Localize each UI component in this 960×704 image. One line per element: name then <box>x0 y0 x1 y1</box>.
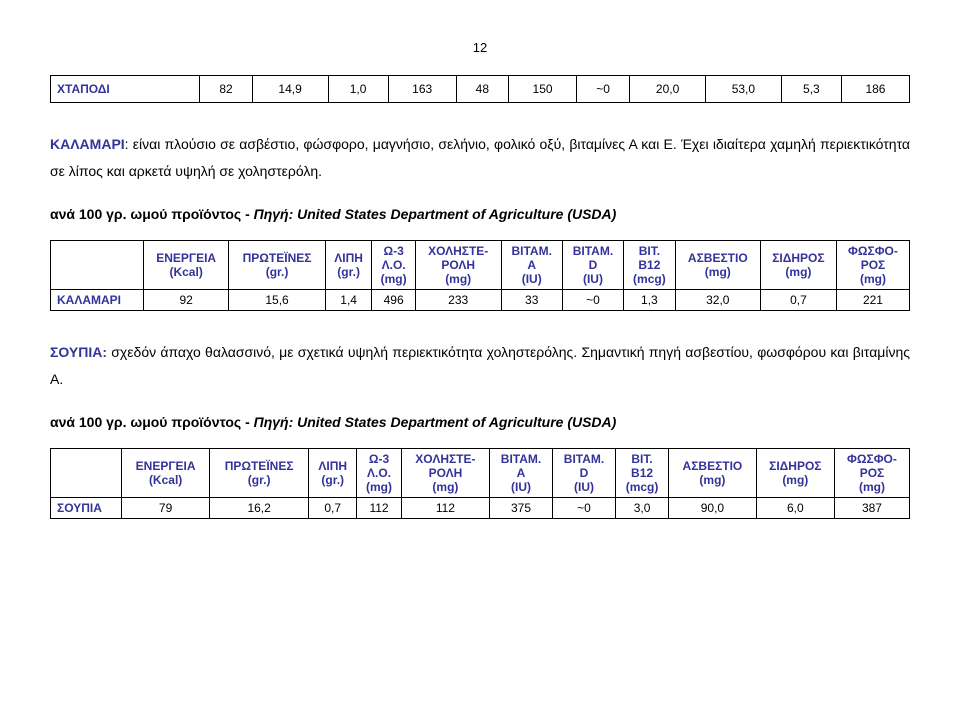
cell: 221 <box>836 290 909 311</box>
col-chol: ΧΟΛΗΣΤΕ-ΡΟΛΗ(mg) <box>415 241 501 290</box>
subhead-source: Πηγή: United States Department of Agricu… <box>254 414 617 430</box>
col-calcium: ΑΣΒΕΣΤΙΟ(mg) <box>675 241 760 290</box>
cell: 1,3 <box>624 290 676 311</box>
subhead-prefix: ανά 100 γρ. ωμού προϊόντος - <box>50 414 254 430</box>
subhead-source: Πηγή: United States Department of Agricu… <box>254 206 617 222</box>
col-calcium: ΑΣΒΕΣΤΙΟ(mg) <box>669 449 757 498</box>
para-text: σχεδόν άπαχο θαλασσινό, με σχετικά υψηλή… <box>50 344 910 387</box>
cell: ~0 <box>553 498 616 519</box>
cell: 90,0 <box>669 498 757 519</box>
table-header-row: ΕΝΕΡΓΕΙΑ(Kcal) ΠΡΩΤΕΪΝΕΣ(gr.) ΛΙΠΗ(gr.) … <box>51 449 910 498</box>
row-label: ΧΤΑΠΟΔΙ <box>51 76 200 103</box>
cell: 0,7 <box>309 498 357 519</box>
col-fat: ΛΙΠΗ(gr.) <box>325 241 372 290</box>
cell: 14,9 <box>252 76 328 103</box>
cell: 163 <box>388 76 456 103</box>
col-chol: ΧΟΛΗΣΤΕ-ΡΟΛΗ(mg) <box>401 449 489 498</box>
col-energy: ΕΝΕΡΓΕΙΑ(Kcal) <box>122 449 210 498</box>
table-row: ΚΑΛΑΜΑΡΙ 92 15,6 1,4 496 233 33 ~0 1,3 3… <box>51 290 910 311</box>
cell: 15,6 <box>229 290 325 311</box>
col-vitd: ΒΙΤΑΜ.D(IU) <box>553 449 616 498</box>
cell: 20,0 <box>630 76 706 103</box>
col-phos: ΦΩΣΦΟ-ΡΟΣ(mg) <box>836 241 909 290</box>
col-omega3: Ω-3Λ.Ο.(mg) <box>357 449 402 498</box>
cell: 33 <box>501 290 562 311</box>
col-b12: ΒΙΤ.Β12(mcg) <box>624 241 676 290</box>
cell: 5,3 <box>781 76 841 103</box>
cell: 186 <box>841 76 909 103</box>
cell: 53,0 <box>705 76 781 103</box>
cell: 1,4 <box>325 290 372 311</box>
cell: 387 <box>834 498 909 519</box>
col-iron: ΣΙΔΗΡΟΣ(mg) <box>756 449 834 498</box>
cell: ~0 <box>562 290 623 311</box>
subheading-source-2: ανά 100 γρ. ωμού προϊόντος - Πηγή: Unite… <box>50 414 910 430</box>
paragraph-soupia: ΣΟΥΠΙΑ: σχεδόν άπαχο θαλασσινό, με σχετι… <box>50 339 910 392</box>
subheading-source-1: ανά 100 γρ. ωμού προϊόντος - Πηγή: Unite… <box>50 206 910 222</box>
cell: 112 <box>357 498 402 519</box>
cell: 0,7 <box>760 290 836 311</box>
cell: 32,0 <box>675 290 760 311</box>
col-protein: ΠΡΩΤΕΪΝΕΣ(gr.) <box>210 449 309 498</box>
cell: 496 <box>372 290 415 311</box>
col-phos: ΦΩΣΦΟ-ΡΟΣ(mg) <box>834 449 909 498</box>
cell: 79 <box>122 498 210 519</box>
cell: 233 <box>415 290 501 311</box>
col-b12: ΒΙΤ.Β12(mcg) <box>616 449 669 498</box>
col-omega3: Ω-3Λ.Ο.(mg) <box>372 241 415 290</box>
para-lead: ΣΟΥΠΙΑ: <box>50 344 107 360</box>
paragraph-kalamari: ΚΑΛΑΜΑΡΙ: είναι πλούσιο σε ασβέστιο, φώσ… <box>50 131 910 184</box>
col-vitd: ΒΙΤΑΜ.D(IU) <box>562 241 623 290</box>
cell: 16,2 <box>210 498 309 519</box>
col-fat: ΛΙΠΗ(gr.) <box>309 449 357 498</box>
subhead-prefix: ανά 100 γρ. ωμού προϊόντος - <box>50 206 254 222</box>
table-header-row: ΕΝΕΡΓΕΙΑ(Kcal) ΠΡΩΤΕΪΝΕΣ(gr.) ΛΙΠΗ(gr.) … <box>51 241 910 290</box>
cell: 1,0 <box>328 76 388 103</box>
table-row: ΣΟΥΠΙΑ 79 16,2 0,7 112 112 375 ~0 3,0 90… <box>51 498 910 519</box>
cell: 375 <box>490 498 553 519</box>
cell: 6,0 <box>756 498 834 519</box>
table-kalamari: ΕΝΕΡΓΕΙΑ(Kcal) ΠΡΩΤΕΪΝΕΣ(gr.) ΛΙΠΗ(gr.) … <box>50 240 910 311</box>
col-protein: ΠΡΩΤΕΪΝΕΣ(gr.) <box>229 241 325 290</box>
table-row: ΧΤΑΠΟΔΙ 82 14,9 1,0 163 48 150 ~0 20,0 5… <box>51 76 910 103</box>
col-iron: ΣΙΔΗΡΟΣ(mg) <box>760 241 836 290</box>
row-label: ΣΟΥΠΙΑ <box>51 498 122 519</box>
col-blank <box>51 241 144 290</box>
cell: 3,0 <box>616 498 669 519</box>
row-label: ΚΑΛΑΜΑΡΙ <box>51 290 144 311</box>
cell: ~0 <box>577 76 630 103</box>
col-vita: ΒΙΤΑΜ.Α(IU) <box>490 449 553 498</box>
cell: 92 <box>143 290 228 311</box>
cell: 112 <box>401 498 489 519</box>
cell: 48 <box>456 76 508 103</box>
para-text: : είναι πλούσιο σε ασβέστιο, φώσφορο, μα… <box>50 136 910 179</box>
col-blank <box>51 449 122 498</box>
para-lead: ΚΑΛΑΜΑΡΙ <box>50 136 125 152</box>
table-xtapodi: ΧΤΑΠΟΔΙ 82 14,9 1,0 163 48 150 ~0 20,0 5… <box>50 75 910 103</box>
cell: 150 <box>509 76 577 103</box>
page-number: 12 <box>50 40 910 55</box>
col-energy: ΕΝΕΡΓΕΙΑ(Kcal) <box>143 241 228 290</box>
table-soupia: ΕΝΕΡΓΕΙΑ(Kcal) ΠΡΩΤΕΪΝΕΣ(gr.) ΛΙΠΗ(gr.) … <box>50 448 910 519</box>
col-vita: ΒΙΤΑΜ.Α(IU) <box>501 241 562 290</box>
cell: 82 <box>200 76 252 103</box>
